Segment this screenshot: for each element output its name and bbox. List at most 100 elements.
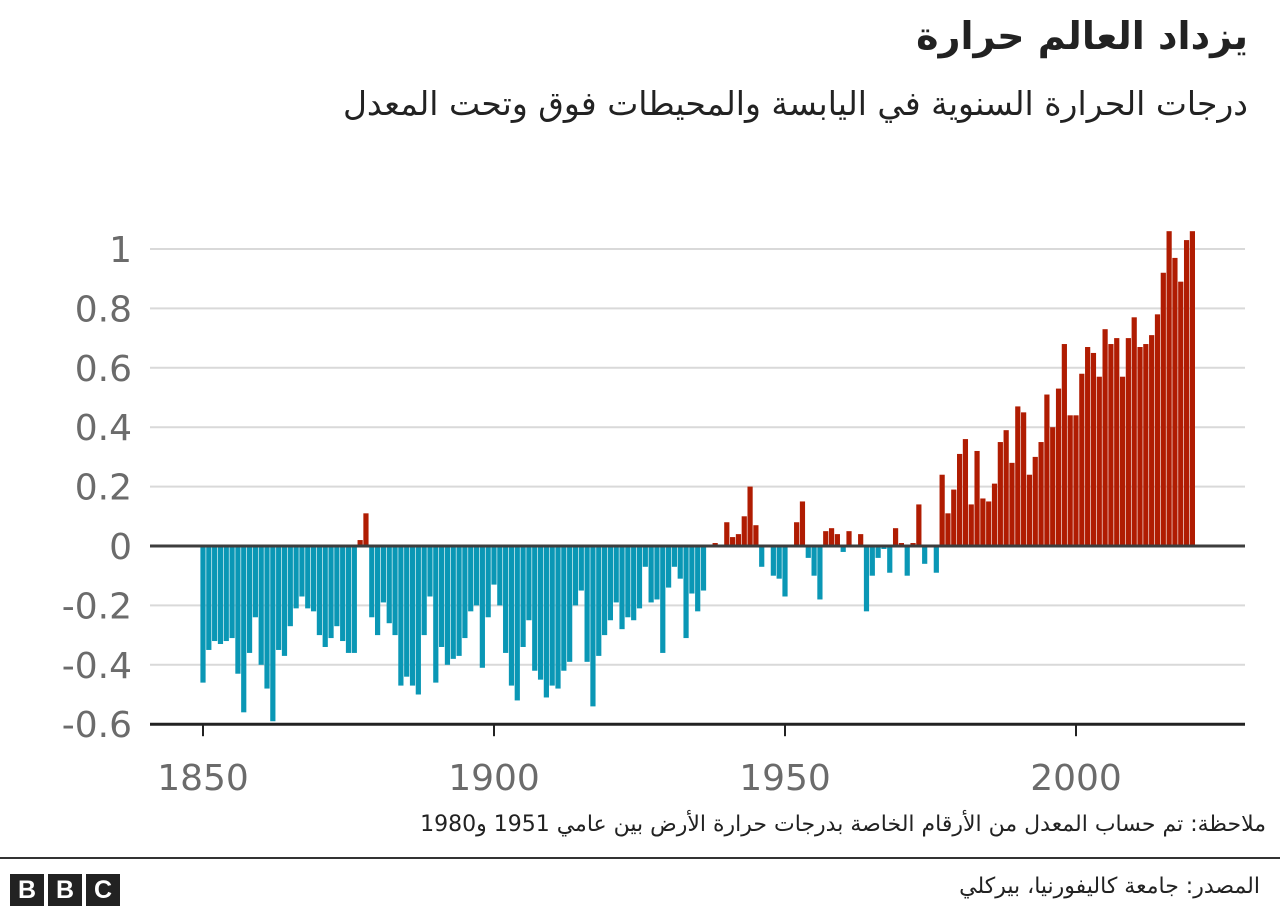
bar-1950 [782,546,788,597]
bar-1907 [532,546,538,671]
bar-2007 [1114,338,1120,546]
bar-1876 [351,546,357,653]
bar-1996 [1050,427,1056,546]
bar-2008 [1119,376,1126,546]
bar-1965 [869,546,875,576]
bar-1928 [654,546,660,600]
bar-1995 [1044,394,1050,546]
bar-1860 [258,546,264,665]
bar-2019 [1183,240,1190,546]
y-tick-label: -0.6 [62,705,132,746]
bar-1896 [468,546,474,612]
y-tick-label: 0 [109,527,132,568]
bar-1933 [683,546,689,639]
bar-1894 [456,546,462,656]
bar-1959 [834,534,840,546]
bar-1881 [380,546,387,603]
bar-1857 [241,546,247,713]
bar-1918 [596,546,602,656]
bar-1882 [386,546,392,624]
bar-2009 [1125,338,1131,546]
bar-1872 [328,546,334,639]
bar-1853 [217,546,224,645]
bar-1990 [1015,406,1021,546]
bar-chart: 1 0.8 0.6 0.4 0.2 0 -0.2 -0.4 -0.6 1850 1900 1950 20… [62,230,1245,799]
bar-1864 [281,546,288,656]
bar-1898 [479,546,485,668]
bar-1987 [997,442,1003,546]
bar-1912 [561,546,567,671]
bar-1922 [619,546,625,630]
bar-2011 [1137,347,1143,546]
bar-1956 [817,546,823,600]
bar-1966 [875,546,881,558]
bar-1921 [613,546,619,603]
x-tick-label: 1950 [739,758,831,799]
bar-1893 [450,546,456,659]
bar-1984 [980,498,986,546]
chart-subtitle: درجات الحرارة السنوية في اليابسة والمحيط… [342,84,1248,123]
bar-1988 [1003,430,1009,546]
bar-2000 [1073,415,1079,546]
bar-1935 [695,546,701,612]
bar-1861 [264,546,270,689]
bar-1895 [462,546,468,639]
y-tick-label: -0.2 [62,586,132,627]
bar-1968 [887,546,893,573]
bar-1971 [904,546,910,576]
bar-1994 [1038,442,1044,546]
bar-1999 [1067,415,1073,546]
bar-1880 [375,546,381,636]
bar-1992 [1026,474,1033,546]
bar-1879 [369,546,375,618]
bar-1890 [433,546,439,683]
bar-1952 [794,522,800,546]
bar-1976 [933,546,939,573]
bar-1919 [601,546,608,636]
divider [0,857,1280,859]
source-text: المصدر: جامعة كاليفورنيا، بيركلي [959,874,1260,899]
bar-1904 [514,546,520,701]
bar-1930 [666,546,672,588]
bar-2018 [1178,281,1184,546]
bar-1900 [491,546,497,585]
bar-1886 [409,546,416,686]
bar-1949 [776,546,782,579]
bar-1957 [823,531,829,546]
bar-1901 [497,546,503,606]
bar-1958 [828,528,835,546]
bar-1961 [846,531,852,546]
bar-1981 [962,439,969,546]
bar-1883 [392,546,398,636]
bar-1851 [206,546,212,650]
bar-1867 [299,546,305,597]
bar-1978 [945,513,951,546]
bar-1997 [1055,388,1062,546]
bar-2002 [1085,347,1091,546]
bar-1885 [404,546,410,677]
bar-1905 [520,546,526,647]
bar-1906 [526,546,532,621]
bar-1980 [957,453,963,546]
bar-1887 [415,546,421,695]
x-tick-label: 1850 [157,758,249,799]
bar-1914 [572,546,579,606]
bar-1993 [1032,456,1038,546]
bar-1856 [235,546,241,674]
bar-1850 [200,546,206,683]
y-tick-label: -0.4 [62,646,132,687]
bar-1878 [363,513,369,546]
bar-1871 [322,546,328,647]
bar-1926 [642,546,648,567]
bar-1925 [636,546,643,609]
bar-1936 [700,546,707,591]
bar-1877 [357,540,363,546]
bar-1910 [549,546,555,686]
bar-2013 [1149,335,1155,546]
bar-1916 [584,546,590,662]
bar-1954 [805,546,811,558]
bar-1897 [473,546,480,606]
chart-title: يزداد العالم حرارة [916,14,1248,58]
bar-1944 [747,486,753,546]
bar-1964 [863,546,870,612]
